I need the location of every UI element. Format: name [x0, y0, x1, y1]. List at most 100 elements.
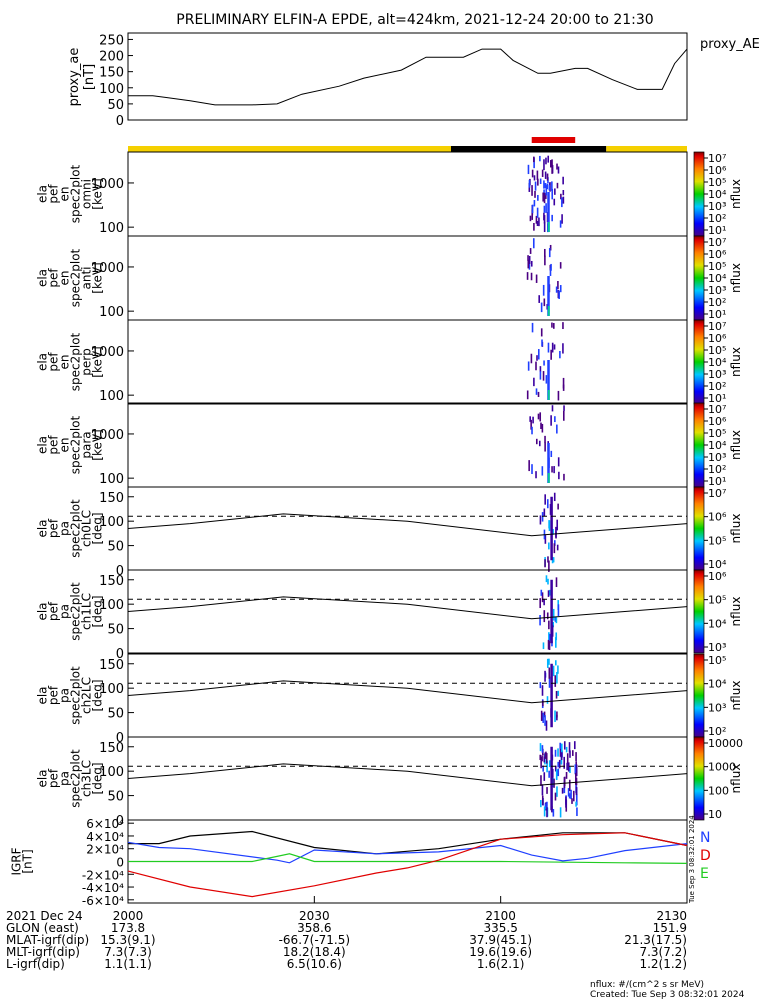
- pa-panel-1-ylabel-line: ch1LC: [80, 593, 94, 630]
- spec-panel-1-ytick-label: 1000: [91, 261, 124, 276]
- pa-panel-1-flux-pixel: [548, 589, 551, 596]
- spec-panel-1-flux-pixel: [558, 290, 560, 299]
- spec-panel-1-flux-pixel: [527, 259, 530, 269]
- spec-panel-0-flux-pixel: [543, 192, 546, 204]
- spec-panel-0-flux-pixel: [544, 183, 547, 189]
- proxy-ytick-label: 100: [99, 82, 124, 97]
- spec-panel-1-flux-core: [547, 276, 550, 316]
- energy-spectrogram-panels: 1001000elapefenspec2plotomni[keV]10⁷10⁶1…: [36, 151, 743, 488]
- pa-panel-2-flux-pixel: [545, 720, 548, 731]
- spec-panel-0-flux-pixel: [537, 194, 539, 201]
- footer-value: 358.6: [297, 921, 331, 935]
- pa-panel-2-flux-pixel: [546, 696, 549, 704]
- pa-panel-3-ylabel-line: [deg]: [91, 763, 105, 795]
- footnote-units: nflux: #/(cm^2 s sr MeV): [590, 980, 704, 990]
- pa-panel-1-flux-pixel: [548, 638, 551, 651]
- pa-panel-1-frame: [127, 569, 688, 654]
- spec-panel-1-flux-pixel: [526, 272, 529, 280]
- igrf-ytick-label: 4×10⁴: [86, 830, 124, 844]
- spec-panel-2-flux-pixel: [530, 353, 533, 364]
- igrf-legend-D: D: [700, 848, 711, 864]
- pa-panel-0-flux-pixel: [544, 494, 546, 505]
- spec-panel-0-flux-pixel: [543, 215, 546, 224]
- footer-value: 2030: [299, 909, 330, 923]
- spec-panel-3-flux-pixel: [553, 466, 555, 474]
- spec-panel-0-flux-pixel: [541, 169, 544, 177]
- spec-panel-3-flux-pixel: [557, 457, 560, 467]
- pa-panel-3-flux-pixel: [560, 750, 563, 758]
- pa-panel-3-frame: [127, 736, 688, 821]
- spec-panel-0-flux-pixel: [534, 181, 537, 191]
- spec-panel-2-flux-pixel: [562, 322, 564, 330]
- spec-panel-1-flux-pixel: [544, 255, 546, 266]
- spec-panel-0-flux-pixel: [533, 200, 536, 207]
- spec-panel-3-flux-pixel: [532, 416, 534, 424]
- pa-panel-3-flux-pixel: [546, 787, 548, 794]
- spec-panel-0-flux-pixel: [562, 176, 564, 185]
- proxy-ae-line: [128, 48, 688, 106]
- pa-panel-0-cbar-label: 10⁵: [708, 534, 726, 547]
- pa-panel-0-cbar-title: nflux: [729, 514, 743, 544]
- pa-panel-1-ytick-label: 100: [99, 598, 124, 613]
- pa-panel-0-flux-pixel: [547, 556, 549, 563]
- footer-value: 2100: [485, 909, 516, 923]
- igrf-series-black: [128, 830, 688, 855]
- footer-ephemeris: 2021 Dec 24 2000 2030 2100 2130 GLON (east) 17…: [6, 896, 745, 1000]
- pa-panel-0-cbar-label: 10⁴: [708, 558, 727, 571]
- spec-panel-0-flux-pixel: [545, 193, 547, 199]
- pa-panel-2-ylabel-line: ela: [36, 686, 50, 704]
- pa-panel-3-flux-pixel: [546, 807, 548, 818]
- footer-row-label: 2021 Dec 24: [6, 909, 83, 923]
- spec-panel-0-flux-pixel: [561, 214, 563, 224]
- spec-panel-2-flux-pixel: [553, 323, 555, 329]
- pa-panel-2-flux-pixel: [544, 670, 546, 682]
- pa-panel-2-cbar-label: 10²: [708, 725, 726, 738]
- pa-panel-1-flux-pixel: [549, 633, 551, 641]
- spec-panel-3-flux-pixel: [562, 410, 565, 421]
- pa-panel-1-flux-pixel: [552, 608, 555, 621]
- spec-panel-1-cbar-label: 10⁶: [708, 248, 727, 261]
- spec-panel-3-flux-pixel: [537, 413, 540, 420]
- pa-panel-3-flux-pixel: [542, 765, 544, 772]
- spec-panel-1-flux-pixel: [555, 286, 558, 293]
- pa-panel-3-flux-pixel: [540, 756, 542, 769]
- spec-panel-1-flux-pixel: [543, 248, 546, 257]
- spec-panel-1-flux-pixel: [557, 290, 560, 299]
- pa-panel-2-flux-pixel: [541, 685, 544, 696]
- pa-panel-1-flux-pixel: [543, 598, 545, 606]
- pa-panel-1-flux-pixel: [551, 640, 553, 647]
- footer-row-label: GLON (east): [6, 921, 79, 935]
- spec-panel-2-ylabel: elapefenspec2plotperp[keV]: [36, 332, 105, 391]
- pa-panel-0-flux-pixel: [553, 492, 556, 502]
- pa-panel-3-ylabel-line: ela: [36, 769, 50, 787]
- spec-panel-0-flux-pixel: [544, 171, 547, 179]
- pa-panel-2-ylabel-line: ch2LC: [80, 677, 94, 714]
- spec-panel-2-flux-pixel: [542, 371, 545, 381]
- spec-panel-1-flux-pixel: [528, 262, 531, 270]
- spec-panel-3-flux-pixel: [539, 412, 542, 422]
- spec-panel-2-flux-pixel: [539, 371, 542, 380]
- pa-panel-0-ylabel-line: [deg]: [91, 513, 105, 545]
- pa-panel-2-ylabel-line: spec2plot: [69, 666, 83, 725]
- spec-panel-2-cbar-label: 10²: [708, 380, 726, 393]
- pa-panel-3-flux-pixel: [563, 776, 566, 787]
- pa-panel-1-ylabel-line: [deg]: [91, 596, 105, 628]
- spec-panel-2-flux-pixel: [539, 366, 542, 372]
- pa-panel-3-ylabel-line: spec2plot: [69, 749, 83, 808]
- spec-panel-3-ytick-label: 100: [99, 472, 124, 487]
- pa-panel-0-flux-pixel: [548, 542, 550, 550]
- proxy-ylabel: proxy_ae[nT]: [67, 48, 97, 107]
- spec-panel-1-flux-pixel: [559, 285, 562, 293]
- spec-panel-1-ylabel-line: [keV]: [91, 262, 105, 293]
- spec-panel-3-flux-pixel: [550, 450, 553, 458]
- spec-panel-1-flux-pixel: [527, 255, 529, 261]
- proxy-ylabel-line: proxy_ae: [67, 48, 82, 107]
- igrf-legend-E: E: [700, 866, 709, 882]
- pa-panel-2-flux-pixel: [542, 700, 544, 707]
- spec-panel-3-ylabel-line: en: [58, 438, 72, 453]
- spec-panel-0-ytick-label: 1000: [91, 177, 124, 192]
- pa-panel-2-flux-pixel: [540, 710, 543, 721]
- spec-panel-1-ylabel-line: en: [58, 271, 72, 286]
- pa-panel-3-flux-pixel: [559, 742, 561, 749]
